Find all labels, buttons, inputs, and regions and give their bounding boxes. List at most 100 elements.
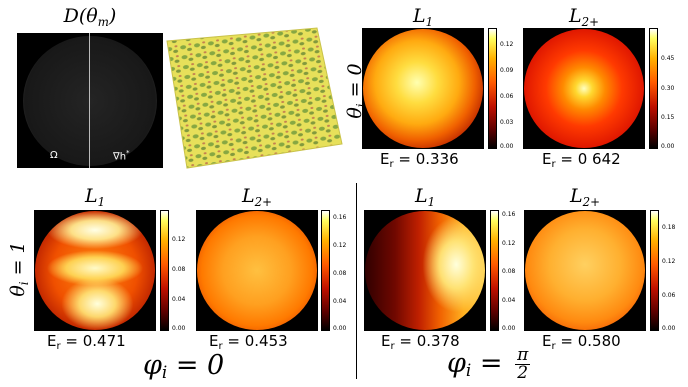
panel-3-disk: [35, 211, 155, 330]
panel-5-er-label: E: [381, 332, 391, 350]
panel-4-er-label: E: [209, 332, 219, 350]
panel-6-title-sub: 2+: [582, 195, 600, 209]
surface-sheet: [166, 27, 343, 169]
panel-1-er: Er = 0.336: [380, 150, 459, 170]
panel-4-title-sub: 2+: [254, 195, 272, 209]
panel-3-tick-2: 0.04: [172, 296, 186, 303]
panel-2-heatmap: [523, 28, 645, 149]
distribution-disk: [23, 36, 157, 166]
panel-6-tick-3: 0.00: [662, 325, 676, 332]
panel-3-er-value: = 0.471: [60, 332, 126, 350]
panel-5-er-value: = 0.378: [394, 332, 460, 350]
panel-1-er-label: E: [380, 150, 390, 168]
surface-plot: [166, 27, 343, 169]
panel-4-er-sub: r: [218, 341, 223, 352]
panel-4-title-main: L: [242, 185, 255, 207]
panel-5-tick-0: 0.16: [502, 211, 516, 218]
distribution-divider: [89, 33, 90, 168]
distribution-title-close: ): [108, 5, 117, 27]
panel-5-disk: [365, 211, 485, 330]
panel-3-colorbar: [160, 210, 169, 331]
panel-3-er-sub: r: [56, 341, 61, 352]
panel-3-tick-1: 0.08: [172, 266, 186, 273]
panel-1-tick-2: 0.06: [500, 93, 514, 100]
panel-1-title: L1: [362, 5, 484, 29]
grad-h-text: ∇h: [113, 151, 127, 163]
panel-4-tick-3: 0.04: [333, 298, 347, 305]
panel-5-heatmap: [364, 210, 486, 331]
distribution-title-sub: m: [97, 15, 109, 29]
panel-5-tick-3: 0.04: [502, 297, 516, 304]
panel-1-tick-1: 0.09: [500, 67, 514, 74]
panel-6-tick-2: 0.06: [662, 292, 676, 299]
panel-2-tick-2: 0.15: [661, 114, 675, 121]
panel-2-disk: [524, 29, 644, 148]
panel-4-colorbar: [321, 210, 330, 331]
panel-1-tick-3: 0.03: [500, 119, 514, 126]
panel-1-tick-0: 0.12: [500, 41, 514, 48]
panel-5-title-sub: 1: [427, 195, 436, 209]
row-label-bottom-value: = 1: [7, 241, 29, 282]
panel-3-heatmap: [34, 210, 156, 331]
panel-2-er-label: E: [542, 150, 552, 168]
panel-4-er: Er = 0.453: [209, 332, 288, 352]
row-label-bottom-main: θ: [7, 285, 29, 297]
phi-left-value: = 0: [167, 350, 225, 381]
panel-1-title-sub: 1: [425, 15, 434, 29]
panel-4-tick-4: 0.00: [333, 325, 347, 332]
panel-6-title: L2+: [524, 185, 646, 209]
panel-1-title-main: L: [412, 5, 426, 27]
phi-right-den: 2: [517, 363, 529, 383]
panel-1-tick-4: 0.00: [500, 143, 514, 150]
panel-4-disk: [197, 211, 317, 330]
panel-3-title-sub: 1: [97, 195, 106, 209]
panel-6-title-main: L: [570, 185, 583, 207]
row-label-bottom-sub: i: [17, 281, 31, 286]
panel-6-er-sub: r: [551, 341, 556, 352]
panel-5-title: L1: [364, 185, 486, 209]
phi-right-main: φ: [447, 348, 466, 379]
panel-5-tick-1: 0.12: [502, 240, 516, 247]
panel-1-er-value: = 0.336: [393, 150, 459, 168]
omega-label: Ω: [50, 150, 58, 161]
panel-6-er-label: E: [542, 332, 552, 350]
distribution-title-text: D(θ: [63, 5, 98, 27]
panel-6-er: Er = 0.580: [542, 332, 621, 352]
panel-2-title: L2+: [523, 5, 645, 29]
panel-2-title-main: L: [569, 5, 582, 27]
panel-4-er-value: = 0.453: [222, 332, 288, 350]
panel-6-heatmap: [524, 210, 646, 331]
panel-2-tick-0: 0.45: [661, 55, 675, 62]
panel-2-er: Er = 0 642: [542, 150, 621, 170]
panel-3-tick-0: 0.12: [172, 236, 186, 243]
phi-label-left: φi = 0: [143, 350, 225, 382]
phi-left-main: φ: [143, 350, 162, 381]
grad-h-sup: *: [126, 149, 130, 157]
panel-1-disk: [363, 29, 483, 148]
panel-5-colorbar: [490, 210, 499, 331]
panel-4-title: L2+: [196, 185, 318, 209]
panel-4-tick-0: 0.16: [333, 214, 347, 221]
panel-2-er-sub: r: [551, 159, 556, 170]
panel-6-tick-0: 0.18: [662, 224, 676, 231]
panel-5-er: Er = 0.378: [381, 332, 460, 352]
grad-h-label: ∇h*: [113, 149, 130, 162]
distribution-image: Ω ∇h*: [17, 33, 163, 168]
panel-2-colorbar: [649, 28, 658, 149]
panel-3-title-main: L: [84, 185, 98, 207]
panel-5-tick-2: 0.08: [502, 268, 516, 275]
panel-3-tick-3: 0.00: [172, 325, 186, 332]
phi-right-eq: =: [471, 348, 512, 379]
panel-5-tick-4: 0.00: [502, 325, 516, 332]
panel-5-title-main: L: [414, 185, 428, 207]
panel-3-er-label: E: [47, 332, 57, 350]
panel-6-tick-1: 0.12: [662, 258, 676, 265]
row-label-bottom: θi = 1: [7, 229, 31, 309]
phi-left-sub: i: [161, 362, 168, 382]
panel-3-er: Er = 0.471: [47, 332, 126, 352]
panel-4-tick-1: 0.12: [333, 242, 347, 249]
panel-4-heatmap: [196, 210, 318, 331]
distribution-title: D(θm): [17, 5, 163, 29]
